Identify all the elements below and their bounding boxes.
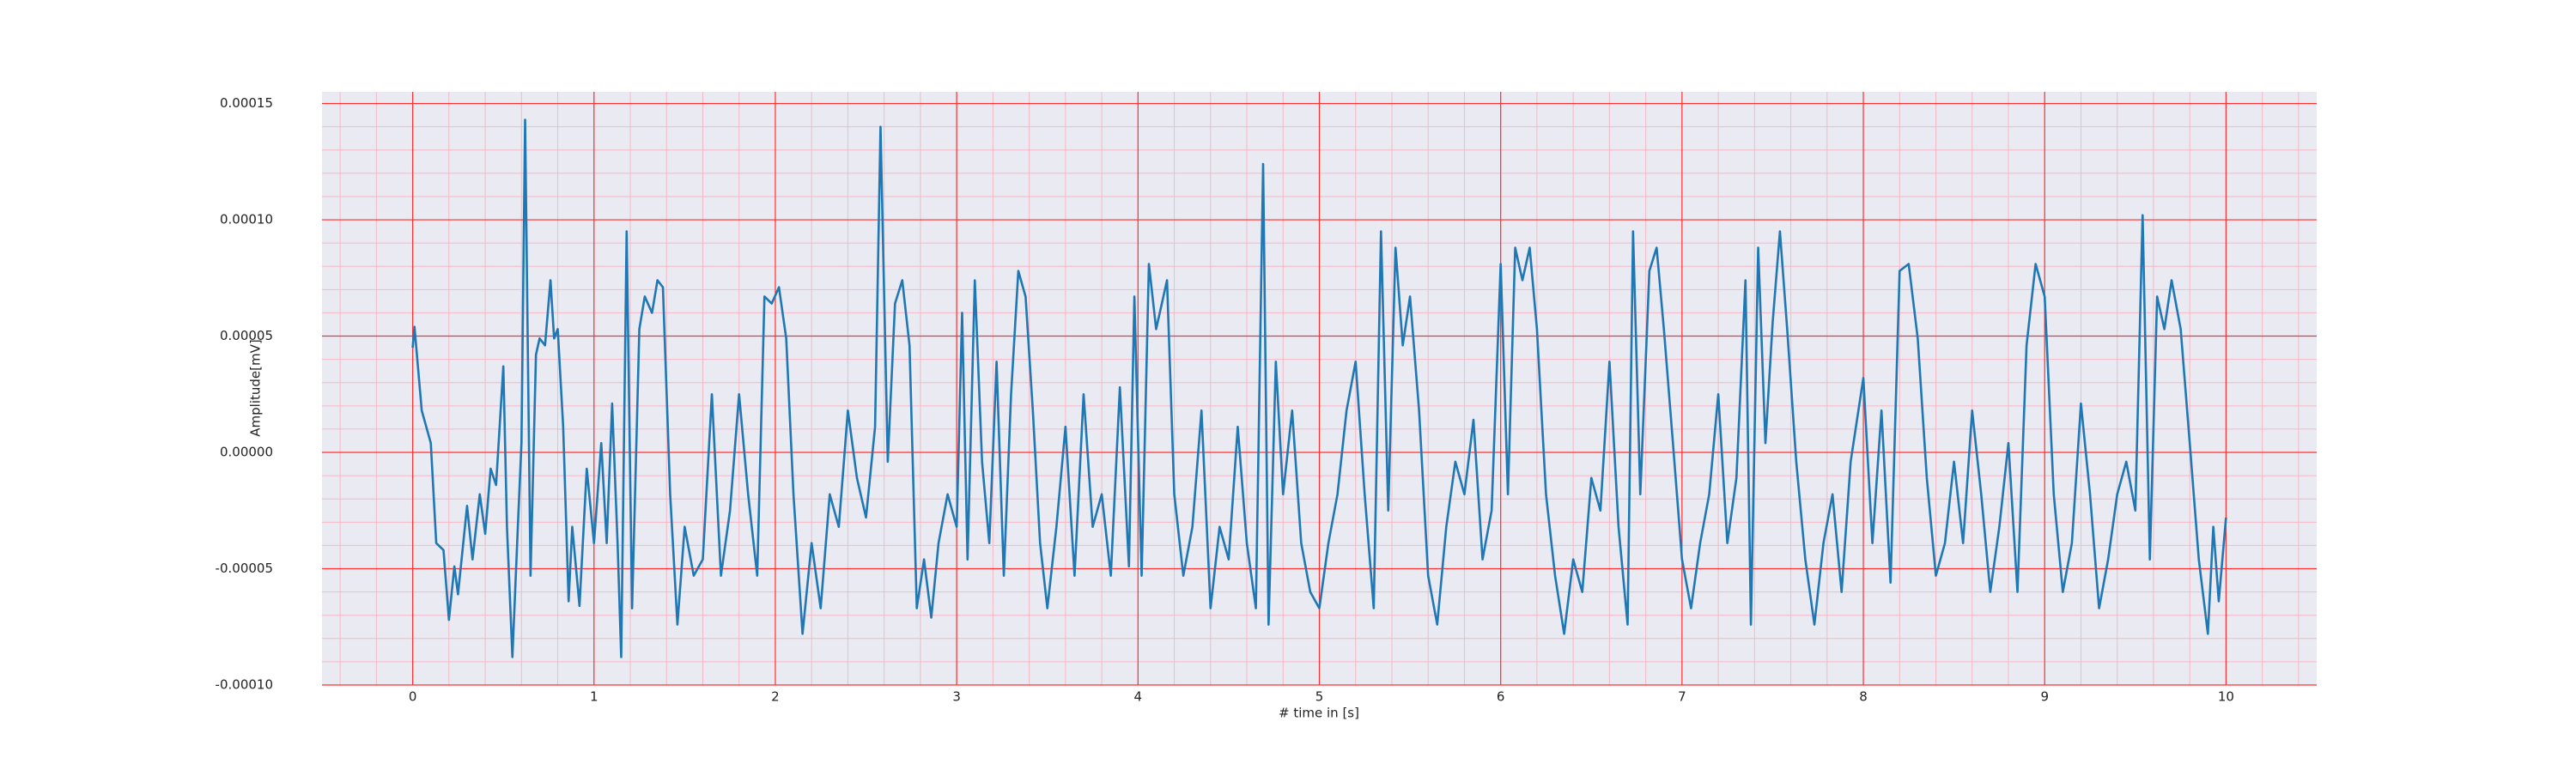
major-grid	[322, 92, 2317, 686]
y-tick-label: -0.00005	[216, 561, 273, 576]
y-tick-label: 0.00005	[220, 328, 273, 343]
x-tick-label: 0	[409, 689, 417, 705]
x-tick-label: 9	[2040, 689, 2049, 705]
x-tick-label: 7	[1678, 689, 1686, 705]
x-tick-label: 5	[1315, 689, 1324, 705]
y-tick-label: 0.00010	[220, 212, 273, 227]
x-tick-label: 8	[1859, 689, 1868, 705]
y-axis-label: Amplitude[mV]	[248, 339, 264, 436]
signal-line	[411, 118, 2227, 658]
y-tick-label: 0.00015	[220, 95, 273, 111]
x-tick-label: 10	[2218, 689, 2234, 705]
x-tick-label: 2	[771, 689, 780, 705]
x-tick-label: 4	[1134, 689, 1143, 705]
y-tick-label: -0.00010	[216, 677, 273, 693]
y-tick-label: 0.00000	[220, 445, 273, 460]
x-tick-label: 3	[952, 689, 961, 705]
series	[411, 118, 2227, 658]
x-tick-label: 1	[590, 689, 598, 705]
x-tick-label: 6	[1497, 689, 1505, 705]
x-axis-label: # time in [s]	[1279, 706, 1359, 721]
